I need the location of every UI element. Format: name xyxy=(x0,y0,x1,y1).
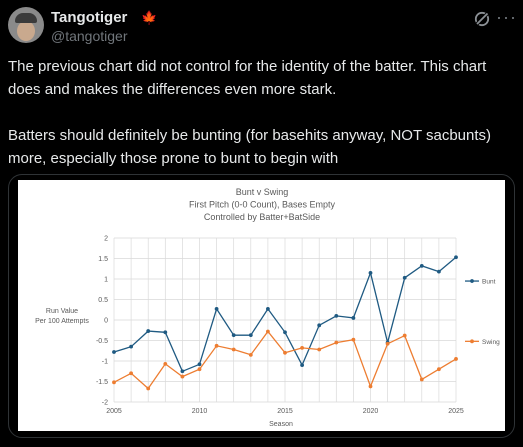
x-tick-label: 2020 xyxy=(363,408,379,415)
data-point-swing xyxy=(129,371,133,376)
data-point-swing xyxy=(368,384,373,389)
data-point-swing xyxy=(454,357,458,361)
y-tick-label: 0 xyxy=(104,318,108,325)
display-name[interactable]: Tangotiger xyxy=(51,9,128,26)
data-point-bunt xyxy=(146,329,151,333)
data-point-bunt xyxy=(248,333,253,338)
data-point-swing xyxy=(197,367,202,372)
data-point-swing xyxy=(214,343,219,348)
post-text: The previous chart did not control for t… xyxy=(8,55,513,170)
legend-marker-swing xyxy=(470,339,474,344)
data-point-swing xyxy=(146,386,151,391)
data-point-bunt xyxy=(231,333,236,338)
x-tick-label: 2010 xyxy=(192,408,208,415)
post-paragraph: The previous chart did not control for t… xyxy=(8,58,487,98)
x-tick-label: 2005 xyxy=(106,408,122,415)
x-tick-label: 2015 xyxy=(277,408,293,415)
avatar-face xyxy=(17,21,35,41)
data-point-bunt xyxy=(180,369,185,374)
line-chart: Bunt v Swing First Pitch (0-0 Count), Ba… xyxy=(35,187,500,428)
y-tick-label: -1.5 xyxy=(96,379,108,386)
data-point-swing xyxy=(437,367,441,372)
data-point-swing xyxy=(248,352,253,357)
data-point-swing xyxy=(180,374,185,379)
chart-title: Bunt v Swing xyxy=(236,187,289,197)
data-point-bunt xyxy=(112,350,116,354)
y-axis-label: Per 100 Attempts xyxy=(35,318,89,325)
data-point-bunt xyxy=(283,330,287,335)
data-point-swing xyxy=(231,347,236,352)
data-point-bunt xyxy=(197,362,202,367)
data-point-swing xyxy=(112,380,116,385)
legend-marker-bunt xyxy=(470,279,474,283)
y-tick-label: 0.5 xyxy=(98,297,108,304)
data-point-swing xyxy=(266,329,270,334)
chart-subtitle: First Pitch (0-0 Count), Bases Empty xyxy=(189,200,336,210)
data-point-bunt xyxy=(368,270,373,275)
data-point-bunt xyxy=(334,314,339,318)
data-point-swing xyxy=(283,350,287,355)
data-point-bunt xyxy=(402,275,407,280)
x-axis-label: Season xyxy=(269,421,293,428)
data-point-bunt xyxy=(317,323,322,328)
legend-label: Swing xyxy=(482,339,500,346)
data-point-bunt xyxy=(437,269,441,274)
data-point-bunt xyxy=(163,330,168,335)
data-point-swing xyxy=(334,340,339,345)
data-point-bunt xyxy=(419,263,424,268)
data-point-swing xyxy=(300,345,304,350)
y-tick-label: 2 xyxy=(104,236,108,243)
data-point-bunt xyxy=(351,316,356,320)
more-options-icon[interactable]: ··· xyxy=(496,7,517,27)
data-point-swing xyxy=(317,347,322,352)
data-point-bunt xyxy=(266,307,270,311)
y-tick-label: -1 xyxy=(102,359,108,366)
grok-icon[interactable] xyxy=(473,10,491,28)
data-point-swing xyxy=(402,333,407,338)
data-point-bunt xyxy=(454,255,458,260)
avatar[interactable] xyxy=(8,7,44,43)
y-tick-label: 1.5 xyxy=(98,256,108,263)
avatar-cap xyxy=(15,13,37,23)
y-tick-label: -2 xyxy=(102,400,108,407)
data-point-bunt xyxy=(300,363,304,367)
chart-subtitle: Controlled by Batter+BatSide xyxy=(204,212,320,222)
chart-card: Bunt v Swing First Pitch (0-0 Count), Ba… xyxy=(18,180,505,431)
legend-label: Bunt xyxy=(482,279,496,286)
y-tick-label: -0.5 xyxy=(96,338,108,345)
maple-leaf-icon: 🍁 xyxy=(141,10,158,25)
x-tick-label: 2025 xyxy=(448,408,464,415)
user-handle[interactable]: @tangotiger xyxy=(51,28,128,44)
data-point-swing xyxy=(163,361,168,366)
post-media[interactable]: Bunt v Swing First Pitch (0-0 Count), Ba… xyxy=(8,174,515,438)
post-paragraph: Batters should definitely be bunting (fo… xyxy=(8,127,492,167)
data-point-bunt xyxy=(214,307,219,311)
y-tick-label: 1 xyxy=(104,277,108,284)
data-point-swing xyxy=(351,337,356,342)
data-point-bunt xyxy=(129,344,133,349)
data-point-swing xyxy=(385,341,390,346)
y-axis-label: Run Value xyxy=(46,308,78,315)
data-point-swing xyxy=(419,377,424,382)
